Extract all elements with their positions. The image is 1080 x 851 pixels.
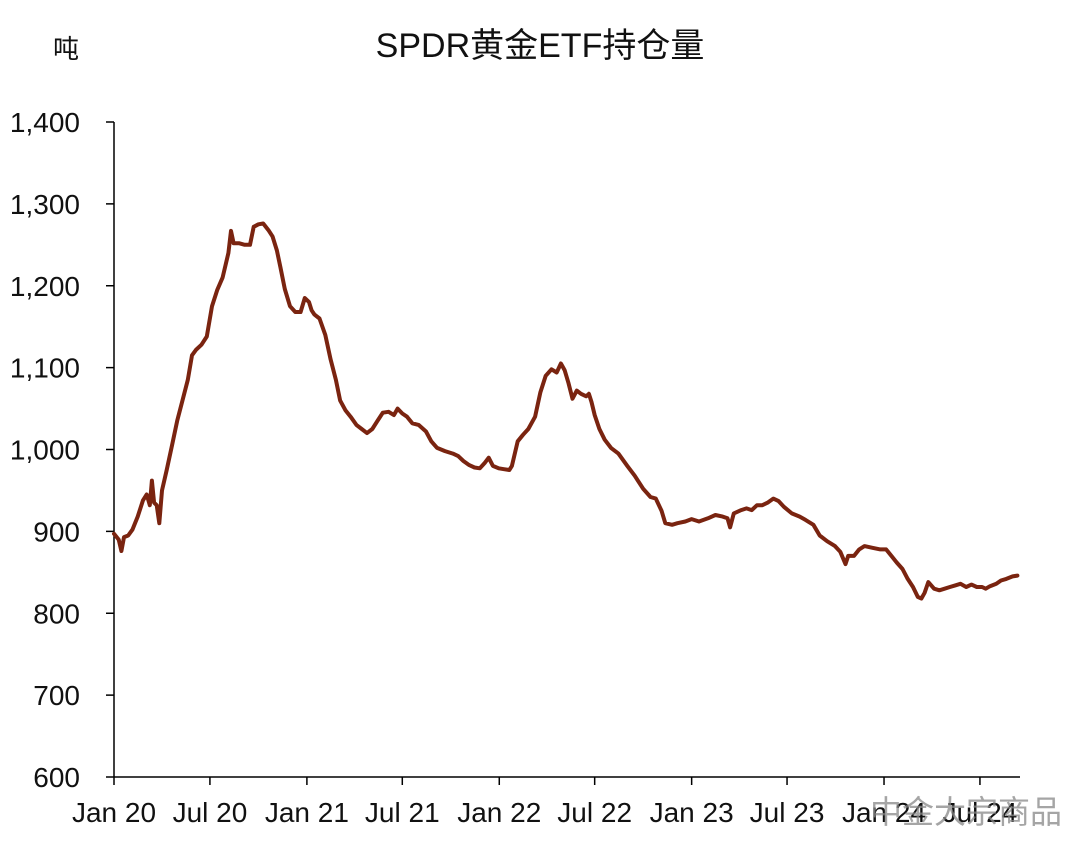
watermark: 中金大宗商品 [870,794,1062,830]
x-tick-label: Jul 21 [365,797,440,828]
x-tick-label: Jul 23 [750,797,825,828]
y-tick-label: 1,100 [10,353,80,384]
y-tick-label: 1,300 [10,189,80,220]
y-tick-label: 700 [33,680,80,711]
axes: 600 700 800 900 1,000 1,100 1,200 1,300 1,400 Jan… [10,107,1020,828]
x-tick-label: Jan 20 [72,797,156,828]
y-tick-label: 600 [33,762,80,793]
series-line-spdr-holdings [112,221,1020,601]
y-axis-unit-label: 吨 [53,34,79,64]
y-tick-label: 1,400 [10,107,80,138]
y-tick-label: 1,200 [10,271,80,302]
y-tick-label: 800 [33,598,80,629]
x-tick-label: Jan 21 [265,797,349,828]
x-tick-label: Jul 24 [943,797,1018,828]
chart-title: SPDR黄金ETF持仓量 [376,27,705,65]
y-tick-label: 900 [33,516,80,547]
x-tick-label: Jul 20 [173,797,248,828]
series-line-group [112,221,1020,601]
y-tick-label: 1,000 [10,435,80,466]
x-tick-label: Jan 24 [842,797,926,828]
x-tick-label: Jan 22 [457,797,541,828]
x-tick-label: Jul 22 [557,797,632,828]
x-tick-label: Jan 23 [650,797,734,828]
